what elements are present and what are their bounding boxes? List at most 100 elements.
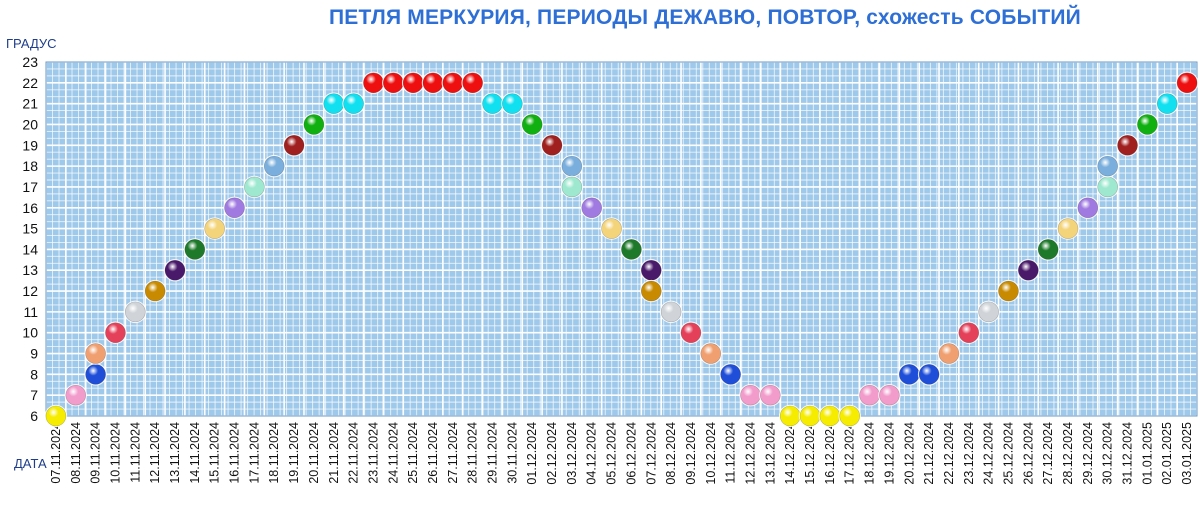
y-axis-label: ГРАДУС bbox=[6, 36, 57, 51]
x-tick-label: 27.11.2024 bbox=[446, 422, 460, 484]
data-point bbox=[382, 71, 405, 95]
data-point bbox=[957, 321, 980, 344]
x-tick-label: 02.01.2025 bbox=[1160, 422, 1174, 485]
y-tick-label: 22 bbox=[22, 75, 38, 91]
x-tick-label: 17.11.2024 bbox=[247, 422, 261, 484]
data-point bbox=[917, 363, 941, 386]
x-tick-label: 18.11.2024 bbox=[267, 422, 281, 484]
y-tick-label: 20 bbox=[22, 116, 38, 132]
data-point bbox=[937, 342, 961, 365]
data-point bbox=[640, 279, 663, 303]
y-tick-label: 10 bbox=[22, 325, 38, 341]
x-tick-label: 08.12.2024 bbox=[664, 422, 678, 485]
y-tick-label: 19 bbox=[22, 137, 38, 153]
x-tick-label: 04.12.2024 bbox=[585, 422, 599, 485]
data-point bbox=[44, 404, 68, 428]
x-tick-label: 31.12.2024 bbox=[1121, 422, 1135, 485]
data-point bbox=[520, 113, 544, 136]
x-tick-label: 14.12.2024 bbox=[783, 422, 797, 485]
x-tick-label: 07.11.2024 bbox=[49, 422, 63, 484]
x-tick-label: 09.11.2024 bbox=[89, 422, 103, 484]
x-tick-label: 02.12.2024 bbox=[545, 422, 559, 485]
x-tick-label: 01.01.2025 bbox=[1140, 422, 1154, 485]
x-tick-label: 23.11.2024 bbox=[366, 422, 380, 484]
data-point bbox=[501, 92, 524, 115]
data-point bbox=[759, 383, 782, 407]
data-point bbox=[997, 279, 1020, 303]
x-tick-label: 12.12.2024 bbox=[743, 422, 757, 485]
x-tick-label: 28.11.2024 bbox=[466, 422, 480, 484]
data-point bbox=[640, 259, 663, 282]
data-point bbox=[1017, 259, 1040, 282]
x-tick-label: 24.12.2024 bbox=[982, 422, 996, 485]
x-axis-label: ДАТА bbox=[14, 456, 47, 471]
data-point bbox=[1096, 175, 1119, 199]
y-tick-label: 9 bbox=[30, 346, 38, 362]
data-point bbox=[441, 71, 465, 95]
y-tick-label: 6 bbox=[30, 408, 38, 424]
x-tick-label: 29.11.2024 bbox=[486, 422, 500, 484]
x-tick-label: 12.11.2024 bbox=[148, 422, 162, 484]
data-point bbox=[620, 238, 643, 261]
grid-lines bbox=[45, 61, 1198, 417]
x-tick-label: 16.12.2024 bbox=[823, 422, 837, 485]
data-point bbox=[243, 175, 266, 199]
data-point bbox=[1175, 71, 1199, 95]
data-point bbox=[84, 342, 107, 365]
data-point bbox=[1076, 196, 1100, 219]
x-tick-label: 18.12.2024 bbox=[863, 422, 877, 485]
x-tick-label: 30.11.2024 bbox=[505, 422, 519, 484]
x-tick-label: 15.12.2024 bbox=[803, 422, 817, 485]
x-tick-label: 16.11.2024 bbox=[228, 422, 242, 484]
data-point bbox=[858, 383, 881, 407]
chart-title: ПЕТЛЯ МЕРКУРИЯ, ПЕРИОДЫ ДЕЖАВЮ, ПОВТОР, … bbox=[329, 6, 1081, 29]
data-point bbox=[898, 363, 921, 386]
data-point bbox=[560, 154, 584, 178]
data-point bbox=[739, 383, 762, 407]
x-tick-label: 11.11.2024 bbox=[128, 422, 142, 483]
data-point bbox=[1116, 134, 1139, 157]
data-point bbox=[1096, 154, 1119, 178]
plot-border bbox=[45, 61, 1198, 417]
x-tick-label: 26.11.2024 bbox=[426, 422, 440, 484]
data-point bbox=[263, 154, 286, 178]
data-point bbox=[838, 404, 861, 428]
data-point bbox=[600, 217, 623, 240]
y-tick-label: 17 bbox=[22, 179, 38, 195]
x-tick-label: 08.11.2024 bbox=[69, 422, 83, 484]
data-point bbox=[223, 196, 246, 219]
y-tick-label: 16 bbox=[22, 200, 38, 216]
x-tick-label: 05.12.2024 bbox=[605, 422, 619, 485]
data-point bbox=[719, 363, 742, 386]
data-point bbox=[580, 196, 603, 219]
x-tick-label: 03.12.2024 bbox=[565, 422, 579, 485]
data-point bbox=[64, 383, 87, 407]
data-point bbox=[679, 321, 703, 344]
y-tick-label: 14 bbox=[22, 241, 38, 257]
data-point bbox=[1136, 113, 1159, 136]
x-tick-label: 28.12.2024 bbox=[1061, 422, 1075, 485]
data-point bbox=[183, 238, 207, 261]
y-tick-label: 11 bbox=[23, 304, 38, 320]
y-tick-label: 18 bbox=[22, 158, 38, 174]
x-tick-label: 24.11.2024 bbox=[386, 422, 400, 484]
x-tick-label: 09.12.2024 bbox=[684, 422, 698, 485]
data-point bbox=[977, 300, 1000, 324]
y-tick-label: 21 bbox=[22, 96, 38, 112]
y-tick-label: 12 bbox=[22, 283, 38, 299]
data-point bbox=[104, 321, 127, 344]
y-tick-label: 13 bbox=[22, 262, 38, 278]
x-tick-label: 21.12.2024 bbox=[922, 422, 936, 485]
x-tick-label: 21.11.2024 bbox=[327, 422, 341, 484]
x-axis-ticks: 07.11.2024 08.11.2024 09.11.2024 10.11.2024… bbox=[49, 422, 1194, 485]
x-tick-label: 14.11.2024 bbox=[188, 422, 202, 484]
data-point bbox=[1056, 217, 1080, 240]
data-point bbox=[778, 404, 802, 428]
data-point bbox=[401, 71, 425, 95]
x-tick-label: 07.12.2024 bbox=[644, 422, 658, 485]
data-point bbox=[163, 259, 187, 282]
data-point bbox=[143, 279, 167, 303]
x-tick-label: 17.12.2024 bbox=[843, 422, 857, 485]
data-point bbox=[659, 300, 683, 324]
